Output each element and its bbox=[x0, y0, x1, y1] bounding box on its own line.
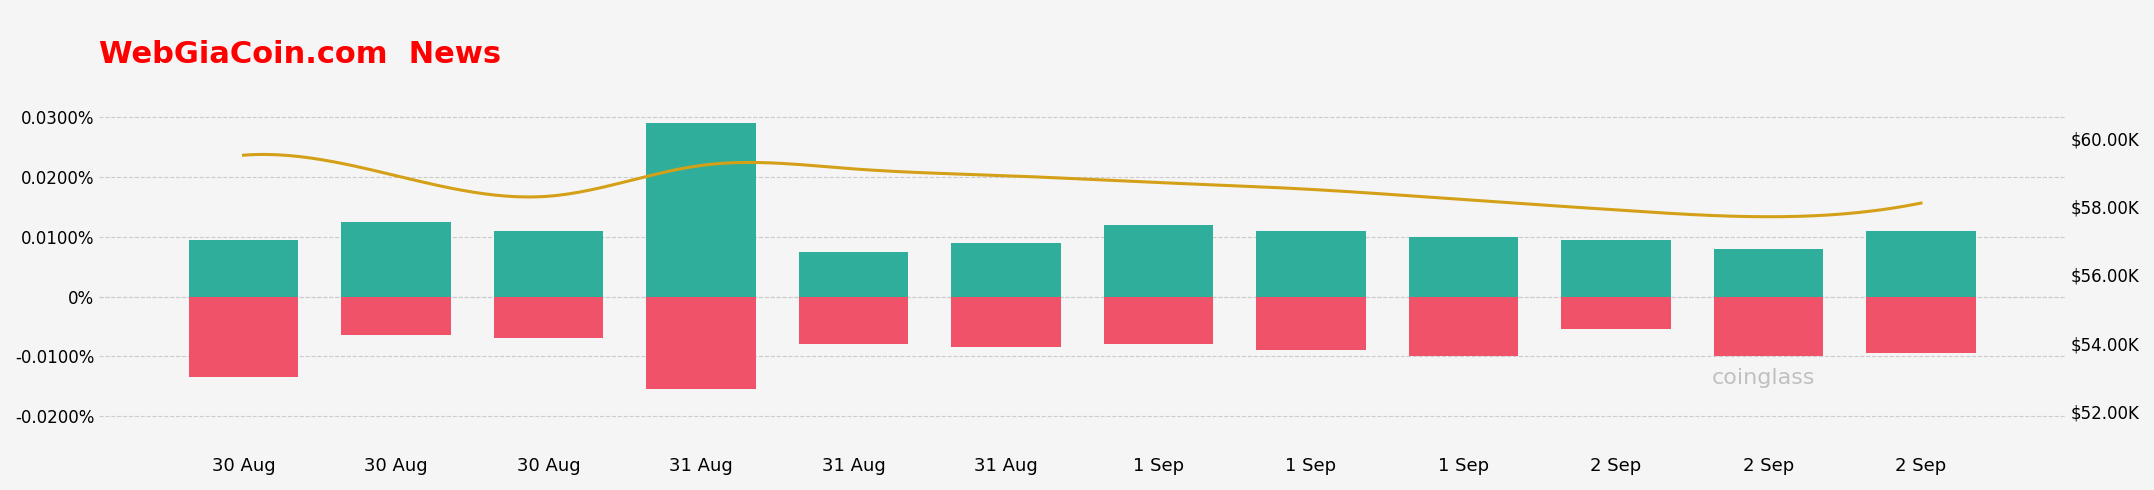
Bar bbox=[190, 296, 299, 377]
Bar bbox=[952, 243, 1062, 296]
Bar bbox=[1103, 296, 1213, 344]
Bar bbox=[1409, 237, 1519, 296]
Bar bbox=[646, 123, 756, 296]
Bar bbox=[340, 222, 450, 296]
Text: WebGiaCoin.com  News: WebGiaCoin.com News bbox=[99, 40, 502, 69]
Bar bbox=[646, 296, 756, 389]
Bar bbox=[493, 296, 603, 339]
Text: coinglass: coinglass bbox=[1712, 368, 1816, 388]
Bar bbox=[1256, 296, 1366, 350]
Bar bbox=[1256, 231, 1366, 296]
Bar bbox=[1865, 231, 1975, 296]
Bar bbox=[1409, 296, 1519, 356]
Bar bbox=[1562, 240, 1672, 296]
Bar bbox=[799, 252, 909, 296]
Bar bbox=[1715, 249, 1824, 296]
Bar bbox=[952, 296, 1062, 347]
Bar bbox=[493, 231, 603, 296]
Bar bbox=[799, 296, 909, 344]
Bar bbox=[1103, 225, 1213, 296]
Bar bbox=[1715, 296, 1824, 356]
Bar bbox=[1562, 296, 1672, 329]
Bar bbox=[1865, 296, 1975, 353]
Bar bbox=[190, 240, 299, 296]
Bar bbox=[340, 296, 450, 336]
